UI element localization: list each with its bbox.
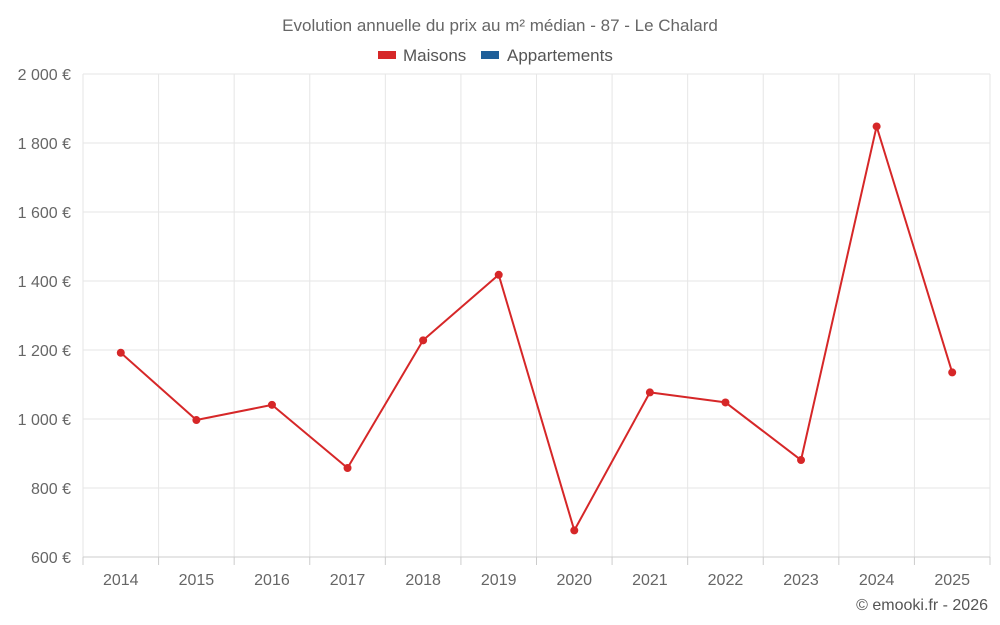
data-point-2015[interactable]	[192, 416, 201, 425]
x-tick-label: 2021	[632, 572, 668, 589]
series-line-maisons	[120, 125, 954, 532]
data-point-2019[interactable]	[494, 270, 503, 279]
legend: Maisons Appartements	[378, 46, 613, 65]
x-tick-label: 2015	[179, 572, 215, 589]
y-tick-label: 2 000 €	[18, 67, 71, 84]
x-tick-label: 2017	[330, 572, 366, 589]
credit-text: © emooki.fr - 2026	[856, 597, 988, 614]
y-axis: 600 € 800 € 1 000 € 1 200 € 1 400 € 1 600 € 1 …	[18, 67, 71, 567]
data-point-2022[interactable]	[721, 398, 730, 407]
data-point-2024[interactable]	[872, 122, 881, 131]
y-tick-label: 600 €	[31, 550, 71, 567]
legend-item-maisons[interactable]: Maisons	[378, 46, 466, 65]
data-point-2016[interactable]	[267, 400, 276, 409]
y-tick-label: 1 600 €	[18, 205, 71, 222]
x-tick-label: 2014	[103, 572, 139, 589]
x-tick-label: 2025	[934, 572, 970, 589]
legend-swatch	[481, 51, 499, 59]
chart-title: Evolution annuelle du prix au m² médian …	[282, 16, 718, 35]
x-tick-label: 2023	[783, 572, 819, 589]
data-point-2025[interactable]	[948, 368, 957, 377]
legend-item-appartements[interactable]: Appartements	[481, 46, 613, 65]
legend-label: Appartements	[507, 46, 613, 65]
data-point-2018[interactable]	[419, 336, 428, 345]
data-point-2020[interactable]	[570, 526, 579, 535]
legend-swatch	[378, 51, 396, 59]
y-tick-label: 800 €	[31, 481, 71, 498]
x-tick-label: 2020	[556, 572, 592, 589]
x-tick-label: 2018	[405, 572, 441, 589]
grid-layer	[82, 73, 991, 558]
data-point-2021[interactable]	[645, 388, 654, 397]
y-tick-label: 1 000 €	[18, 412, 71, 429]
x-tick-label: 2024	[859, 572, 895, 589]
data-point-2023[interactable]	[797, 456, 806, 465]
y-tick-label: 1 200 €	[18, 343, 71, 360]
series-layer	[116, 122, 957, 535]
legend-label: Maisons	[403, 46, 466, 65]
data-point-2014[interactable]	[116, 348, 125, 357]
data-point-2017[interactable]	[343, 463, 352, 472]
x-tick-label: 2019	[481, 572, 517, 589]
y-tick-label: 1 800 €	[18, 136, 71, 153]
x-tick-label: 2022	[708, 572, 744, 589]
y-tick-label: 1 400 €	[18, 274, 71, 291]
x-tick-label: 2016	[254, 572, 290, 589]
x-axis: 2014 2015 2016 2017 2018 2019 2020 2021 2022 2023…	[82, 556, 991, 589]
